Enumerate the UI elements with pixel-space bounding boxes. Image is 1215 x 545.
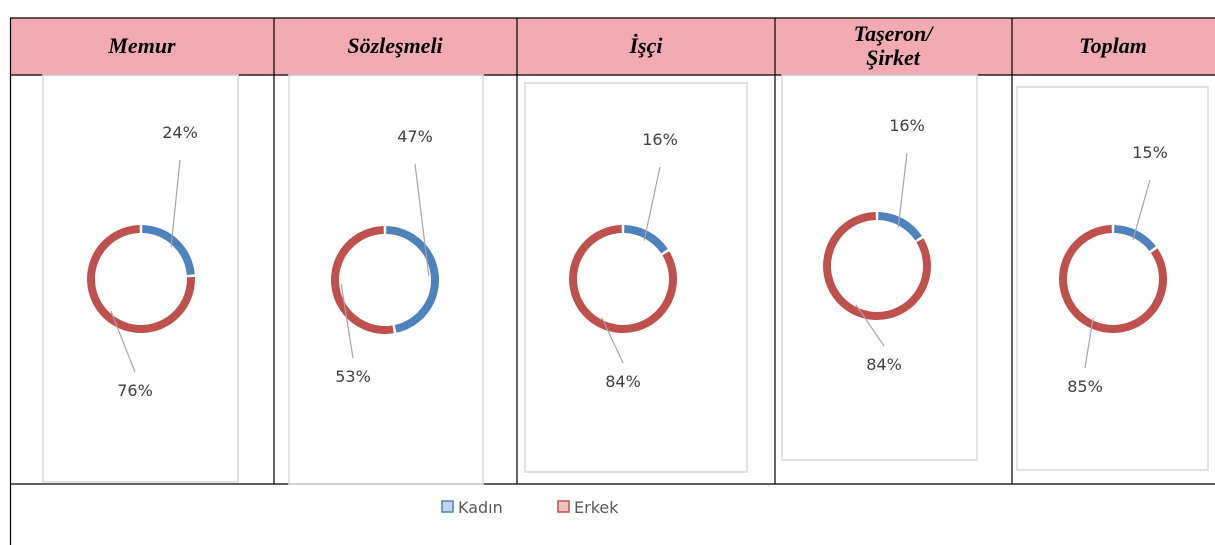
data-label: 85% <box>1067 377 1103 396</box>
donut-slice <box>1113 225 1156 252</box>
donut-slice <box>569 225 677 333</box>
data-label: 84% <box>866 355 902 374</box>
donut-slice <box>823 212 931 320</box>
leader-line <box>897 152 908 228</box>
data-label: 76% <box>117 381 153 400</box>
column-header: Taşeron/Şirket <box>854 21 935 70</box>
leader-line <box>643 166 661 241</box>
data-label: 53% <box>335 367 371 386</box>
legend-swatch <box>441 500 454 513</box>
leader-line <box>1132 179 1151 240</box>
leader-line <box>110 310 136 373</box>
leader-line <box>855 304 885 347</box>
legend-label: Erkek <box>574 498 619 517</box>
donut-slice <box>1059 225 1167 333</box>
legend-label: Kadın <box>458 498 503 517</box>
leader-line <box>1084 318 1094 369</box>
donut-slice <box>141 225 195 276</box>
donut-slice <box>386 226 439 333</box>
legend-swatch <box>557 500 570 513</box>
leader-line <box>414 163 430 276</box>
leader-line <box>601 317 624 364</box>
donut-slice <box>877 212 922 241</box>
chart-frames <box>42 74 1209 485</box>
data-label: 16% <box>889 116 925 135</box>
header-row <box>10 18 1215 75</box>
data-label: 47% <box>397 127 433 146</box>
data-label: 15% <box>1132 143 1168 162</box>
data-label: 16% <box>642 130 678 149</box>
donut-slice <box>87 225 195 333</box>
column-header: İşçi <box>629 33 664 58</box>
donut-slice <box>623 225 668 254</box>
donut-slice <box>331 226 394 334</box>
column-header: Toplam <box>1079 33 1147 58</box>
data-label: 84% <box>605 372 641 391</box>
leader-line <box>170 159 181 247</box>
column-header: Memur <box>107 33 176 58</box>
data-label: 24% <box>162 123 198 142</box>
column-header: Sözleşmeli <box>347 33 443 58</box>
leader-line <box>340 284 354 359</box>
